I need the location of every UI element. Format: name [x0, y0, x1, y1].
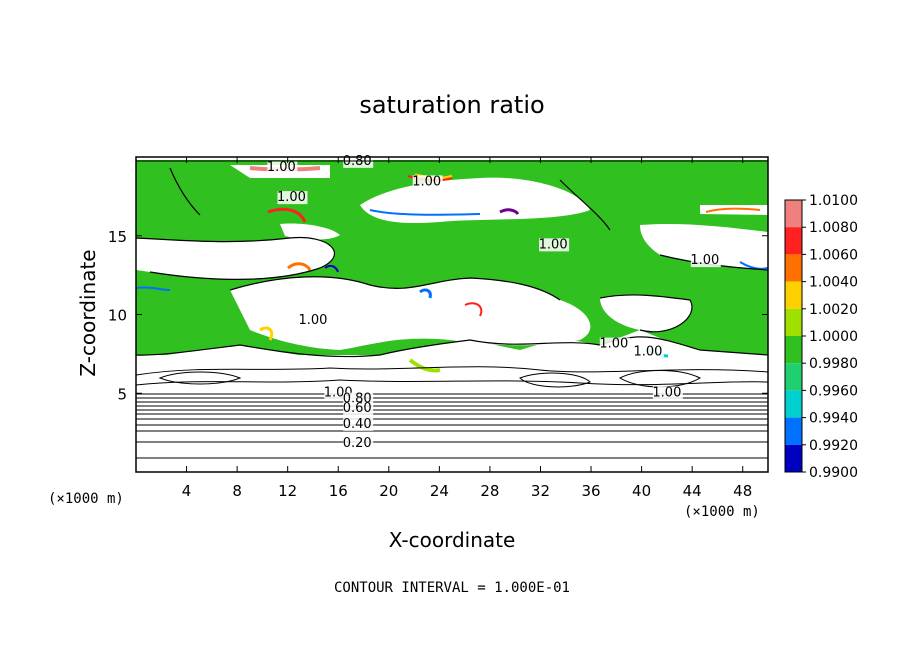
contour-label: 1.00 — [298, 313, 327, 328]
contour-label-bg — [599, 337, 630, 351]
contour-label-bg — [298, 313, 329, 327]
colorbar-label: 1.0040 — [809, 275, 858, 291]
contour-label: 1.00 — [633, 344, 662, 359]
colorbar-label: 0.9920 — [809, 438, 858, 454]
x-unit-label: (×1000 m) — [684, 504, 760, 520]
contour-label: 1.00 — [412, 174, 441, 189]
x-tick-label: 24 — [430, 482, 449, 500]
colorbar-swatch — [785, 363, 802, 391]
colorbar-label: 0.9980 — [809, 356, 858, 372]
contour-label: 0.20 — [343, 436, 372, 451]
x-tick-label: 32 — [531, 482, 550, 500]
colorbar-swatch — [785, 200, 802, 228]
x-tick-label: 16 — [329, 482, 348, 500]
colorbar-label: 1.0100 — [809, 193, 858, 209]
x-tick-label: 36 — [581, 482, 600, 500]
y-axis-label: Z-coordinate — [76, 249, 100, 376]
colorbar-swatch — [785, 336, 802, 364]
colorbar-swatch — [785, 417, 802, 445]
x-tick-label: 8 — [232, 482, 242, 500]
contour-label: 1.00 — [267, 160, 296, 175]
contour-label-bg — [267, 161, 298, 175]
contour-label-bg — [343, 402, 374, 416]
colorbar-label: 0.9940 — [809, 411, 858, 427]
colorbar-label: 1.0060 — [809, 247, 858, 263]
contour-label-bg — [690, 254, 721, 268]
contour-label-bg — [652, 386, 683, 400]
colorbar-swatch — [785, 254, 802, 282]
contour-label-bg — [539, 238, 570, 252]
colorbar-swatch — [785, 390, 802, 418]
colorbar: 1.0100 1.0080 1.0060 1.0040 1.0020 1.0000 0.99… — [784, 193, 858, 481]
contour-label: 1.00 — [277, 190, 306, 205]
colorbar-label: 0.9900 — [809, 465, 858, 481]
colorbar-label: 1.0020 — [809, 302, 858, 318]
x-tick-label: 48 — [733, 482, 752, 500]
contour-label-bg — [343, 417, 374, 431]
x-tick-label: 20 — [379, 482, 398, 500]
colorbar-swatch — [785, 281, 802, 309]
contour-label-bg — [412, 175, 443, 189]
x-axis-ticks: 4 8 12 16 20 24 28 32 36 40 44 48 — [182, 157, 752, 500]
contour-label-bg — [277, 191, 308, 205]
x-tick-label: 44 — [683, 482, 702, 500]
x-axis-label: X-coordinate — [389, 528, 516, 552]
x-tick-label: 12 — [278, 482, 297, 500]
y-tick-label: 5 — [117, 385, 127, 403]
x-tick-label: 40 — [632, 482, 651, 500]
y-tick-label: 10 — [108, 307, 127, 325]
y-axis-ticks: 5 10 15 — [108, 228, 768, 403]
colorbar-swatch — [785, 227, 802, 255]
colorbar-label: 0.9960 — [809, 383, 858, 399]
colorbar-label: 1.0080 — [809, 220, 858, 236]
contour-label: 1.00 — [690, 253, 719, 268]
y-tick-label: 15 — [108, 228, 127, 246]
contour-label: 0.40 — [343, 417, 372, 432]
chart-title: saturation ratio — [359, 91, 544, 119]
contour-label-bg — [343, 436, 374, 450]
y-unit-label: (×1000 m) — [48, 491, 124, 507]
saturation-field — [136, 157, 768, 472]
x-tick-label: 4 — [182, 482, 192, 500]
contour-interval-text: CONTOUR INTERVAL = 1.000E-01 — [334, 580, 570, 596]
contour-label: 0.60 — [343, 401, 372, 416]
colorbar-swatch — [785, 308, 802, 336]
x-tick-label: 28 — [480, 482, 499, 500]
contour-label-bg — [633, 345, 664, 359]
colorbar-label: 1.0000 — [809, 329, 858, 345]
contour-label: 1.00 — [599, 337, 628, 352]
colorbar-swatch — [785, 444, 802, 472]
contour-label: 1.00 — [539, 237, 568, 252]
contour-label: 1.00 — [652, 385, 681, 400]
